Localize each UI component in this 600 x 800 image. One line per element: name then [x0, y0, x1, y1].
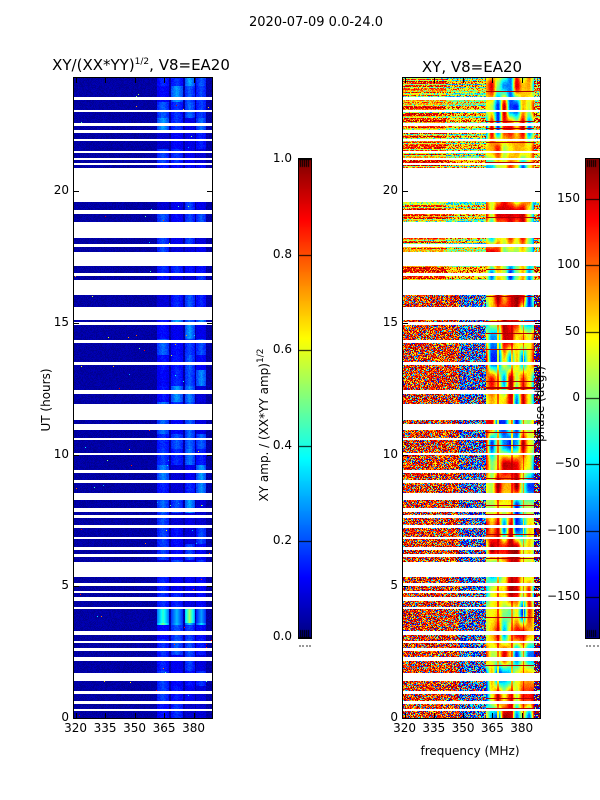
y-tick-label: 5	[390, 578, 398, 593]
amplitude-title-superscript: 1/2	[134, 57, 150, 67]
phase-title-main: XY, V8=EA20	[421, 58, 523, 76]
colorbar-tick-label: 0.8	[272, 247, 292, 261]
colorbar-tick-label: 0	[572, 390, 580, 404]
amplitude-colorbar-gradient	[299, 159, 311, 638]
x-tick-label: 335	[93, 721, 117, 735]
figure-title: 2020-07-09 0.0-24.0	[249, 15, 383, 30]
amplitude-colorbar-label-main: XY amp. / (XX*YY amp)	[257, 363, 271, 502]
x-tick-label: 320	[393, 721, 416, 735]
x-tick-label: 365	[480, 721, 504, 735]
colorbar-tick-label: 0.4	[272, 438, 292, 452]
colorbar-tick-label: −100	[547, 523, 580, 537]
x-tick-label: 365	[152, 721, 176, 735]
phase-colorbar	[585, 158, 600, 639]
colorbar-tick-label: 1.0	[272, 151, 292, 165]
x-tick-label: 350	[123, 721, 146, 735]
phase-colorbar-label: phase (deg.)	[533, 366, 547, 442]
x-axis-label: frequency (MHz)	[420, 744, 520, 758]
colorbar-tick-label: 0.0	[272, 629, 292, 643]
y-tick-label: 0	[61, 710, 69, 724]
colorbar-tick-label: −150	[547, 589, 580, 603]
amplitude-colorbar	[298, 158, 312, 639]
phase-panel-title: XY, V8=EA20	[422, 58, 522, 76]
colorbar-tick-label: 0.2	[272, 533, 292, 547]
phase-colorbar-underflow-marks	[586, 645, 599, 647]
y-tick-label: 0	[390, 710, 398, 724]
phase-colorbar-gradient	[586, 159, 599, 638]
x-tick-label: 380	[182, 721, 205, 735]
colorbar-tick-label: 0.6	[272, 342, 292, 356]
y-tick-label: 10	[53, 446, 69, 461]
amplitude-colorbar-underflow-marks	[299, 645, 311, 647]
y-tick-label: 15	[53, 314, 69, 329]
phase-panel	[402, 77, 541, 719]
amplitude-heatmap	[74, 78, 212, 718]
colorbar-tick-label: 50	[564, 324, 580, 338]
y-axis-label: UT (hours)	[39, 368, 53, 432]
y-tick-label: 5	[61, 578, 69, 593]
x-tick-label: 320	[64, 721, 88, 735]
amplitude-title-rest: , V8=EA20	[149, 56, 230, 74]
colorbar-tick-label: 150	[557, 191, 580, 205]
y-tick-label: 20	[382, 183, 398, 198]
x-tick-label: 335	[422, 721, 446, 735]
amplitude-colorbar-label: XY amp. / (XX*YY amp)1/2	[256, 349, 271, 502]
colorbar-tick-label: −50	[554, 456, 580, 470]
x-tick-label: 350	[451, 721, 475, 735]
phase-colorbar-label-main: phase (deg.)	[533, 366, 547, 442]
y-tick-label: 10	[382, 446, 398, 461]
amplitude-title-main: XY/(XX*YY)	[52, 56, 135, 74]
x-tick-label: 380	[510, 721, 534, 735]
colorbar-tick-label: 100	[557, 257, 580, 271]
y-tick-label: 15	[382, 314, 398, 329]
phase-heatmap	[403, 78, 540, 718]
amplitude-panel	[73, 77, 213, 719]
amplitude-panel-title: XY/(XX*YY)1/2, V8=EA20	[52, 56, 230, 74]
y-tick-label: 20	[53, 183, 69, 198]
